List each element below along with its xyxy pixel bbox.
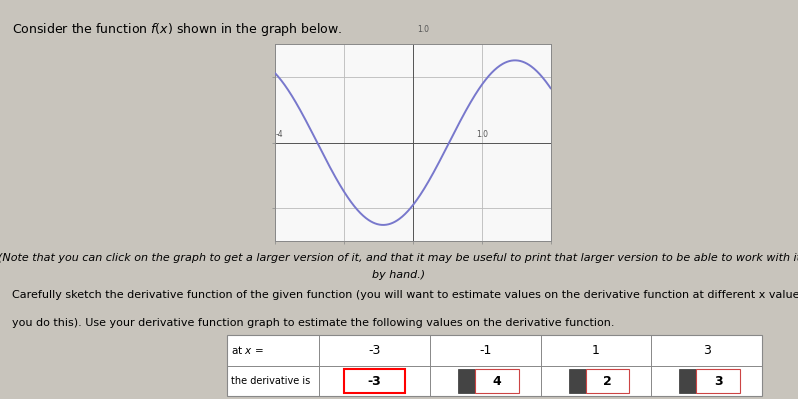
Text: at $x$ =: at $x$ =	[231, 344, 264, 356]
Bar	[679, 369, 697, 393]
Text: -3: -3	[369, 344, 381, 357]
Text: 1.0: 1.0	[476, 130, 488, 139]
Bar	[227, 335, 762, 396]
Text: -4: -4	[275, 130, 283, 139]
Text: 4: 4	[492, 375, 501, 387]
Text: 3: 3	[714, 375, 723, 387]
Bar	[475, 369, 519, 393]
Text: 1: 1	[592, 344, 600, 357]
Text: Consider the function $f(x)$ shown in the graph below.: Consider the function $f(x)$ shown in th…	[12, 22, 342, 38]
Text: you do this). Use your derivative function graph to estimate the following value: you do this). Use your derivative functi…	[12, 318, 614, 328]
Bar	[697, 369, 741, 393]
Text: Carefully sketch the derivative function of the given function (you will want to: Carefully sketch the derivative function…	[12, 290, 798, 300]
Text: -1: -1	[479, 344, 492, 357]
Text: 3: 3	[703, 344, 711, 357]
Text: by hand.): by hand.)	[373, 270, 425, 280]
Text: 1.0: 1.0	[417, 25, 429, 34]
Bar	[586, 369, 630, 393]
Text: 2: 2	[603, 375, 612, 387]
Bar	[458, 369, 475, 393]
Text: the derivative is: the derivative is	[231, 376, 310, 386]
Bar	[344, 369, 405, 393]
Text: (Note that you can click on the graph to get a larger version of it, and that it: (Note that you can click on the graph to…	[0, 253, 798, 263]
Text: -3: -3	[368, 375, 381, 387]
Bar	[569, 369, 586, 393]
